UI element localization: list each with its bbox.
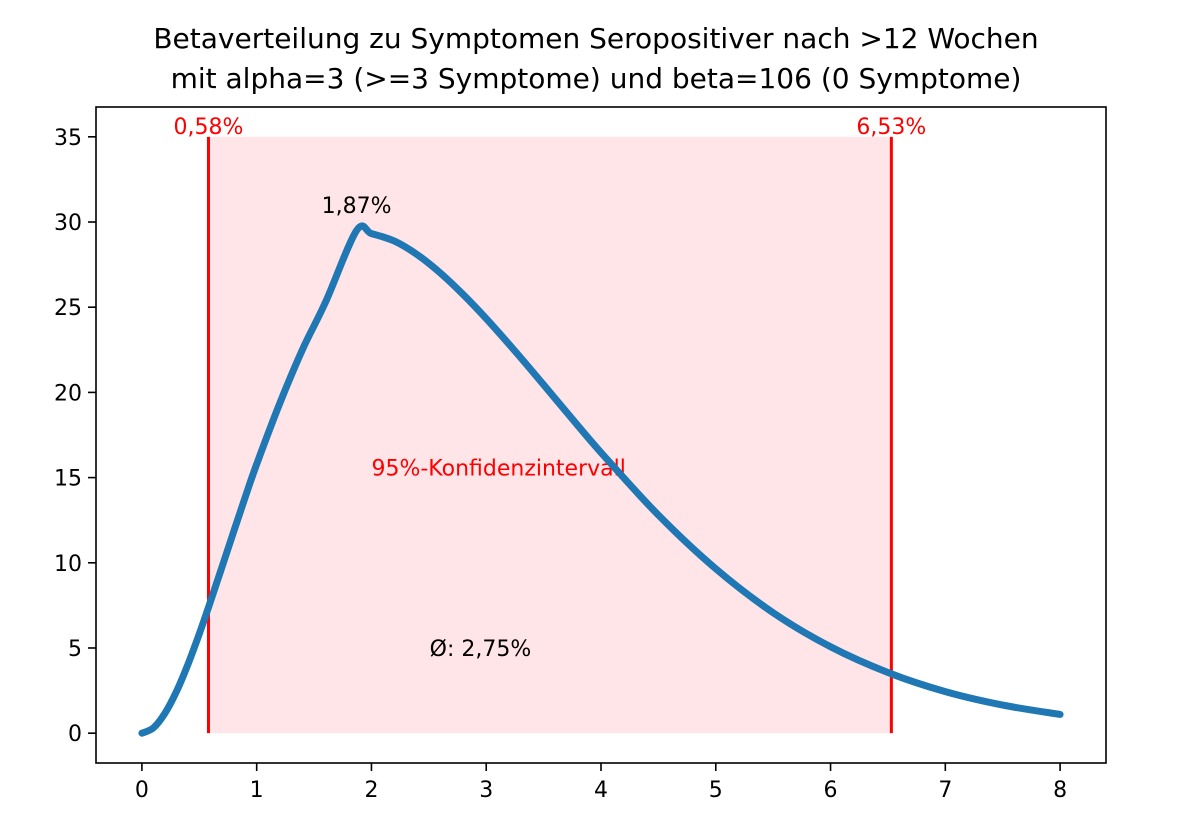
- confidence-band: [208, 136, 892, 734]
- x-axis: 0 1 2 3 4 5 6 7 8: [135, 763, 1067, 803]
- x-tick-label: 0: [135, 778, 149, 803]
- x-tick-label: 4: [594, 778, 608, 803]
- chart-title-line1: Betaverteilung zu Symptomen Seropositive…: [153, 22, 1038, 55]
- y-tick-label: 5: [68, 637, 82, 662]
- confidence-interval-layer: 0,58% 6,53% 95%-Konfidenzintervall: [174, 115, 926, 734]
- annotation-layer: 1,87% Ø: 2,75%: [322, 194, 532, 662]
- annotation-0: 1,87%: [322, 194, 392, 219]
- ci-upper-label: 6,53%: [856, 115, 926, 140]
- x-tick-label: 3: [479, 778, 493, 803]
- y-tick-label: 0: [68, 722, 82, 747]
- series-layer: [138, 222, 1064, 737]
- y-tick-label: 20: [54, 381, 82, 406]
- x-tick-label: 6: [824, 778, 838, 803]
- chart-title-line2: mit alpha=3 (>=3 Symptome) und beta=106 …: [171, 62, 1022, 95]
- y-tick-label: 15: [54, 467, 82, 492]
- y-tick-label: 10: [54, 552, 82, 577]
- x-tick-label: 1: [250, 778, 264, 803]
- x-tick-label: 5: [709, 778, 723, 803]
- series-line-0: [138, 222, 1064, 737]
- y-tick-label: 25: [54, 296, 82, 321]
- ci-label: 95%-Konfidenzintervall: [371, 457, 625, 482]
- x-tick-label: 2: [364, 778, 378, 803]
- x-tick-label: 8: [1053, 778, 1067, 803]
- ci-lower-label: 0,58%: [174, 115, 244, 140]
- y-axis: 0 5 10 15 20 25 30 35: [54, 126, 96, 747]
- y-tick-label: 30: [54, 211, 82, 236]
- annotation-1: Ø: 2,75%: [430, 637, 532, 662]
- x-tick-label: 7: [938, 778, 952, 803]
- y-tick-label: 35: [54, 126, 82, 151]
